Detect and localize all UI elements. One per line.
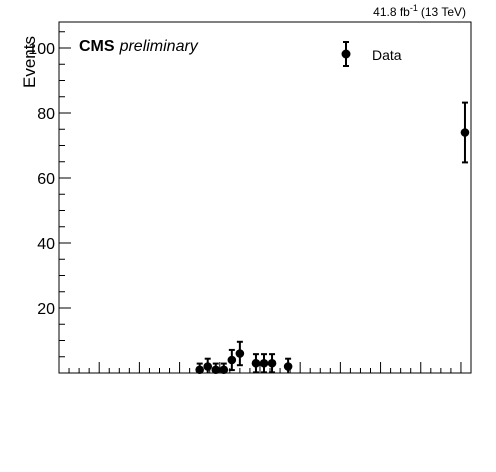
data-point (228, 350, 237, 370)
data-points (195, 103, 469, 374)
plot-frame (59, 22, 471, 373)
y-tick-label: 80 (37, 106, 55, 123)
data-point (260, 354, 269, 372)
data-point (236, 342, 245, 365)
legend-data-label: Data (372, 47, 402, 63)
axes: 20 40 60 80 100 (28, 32, 461, 373)
y-tick-label: 60 (37, 171, 55, 188)
data-point (252, 354, 261, 372)
cms-label: CMS preliminary (79, 38, 199, 55)
y-tick-label: 100 (28, 41, 55, 58)
data-point (203, 359, 212, 373)
lumi-label: 41.8 fb-1 (13 TeV) (373, 3, 466, 19)
data-point (268, 354, 277, 372)
data-point (220, 364, 229, 374)
legend-data-marker (342, 42, 351, 66)
legend: Data (342, 42, 402, 66)
y-tick-label: 40 (37, 236, 55, 253)
data-point (211, 364, 220, 374)
y-tick-label: 20 (37, 301, 55, 318)
data-point (195, 364, 204, 374)
data-point (461, 103, 470, 163)
data-point (284, 359, 293, 373)
